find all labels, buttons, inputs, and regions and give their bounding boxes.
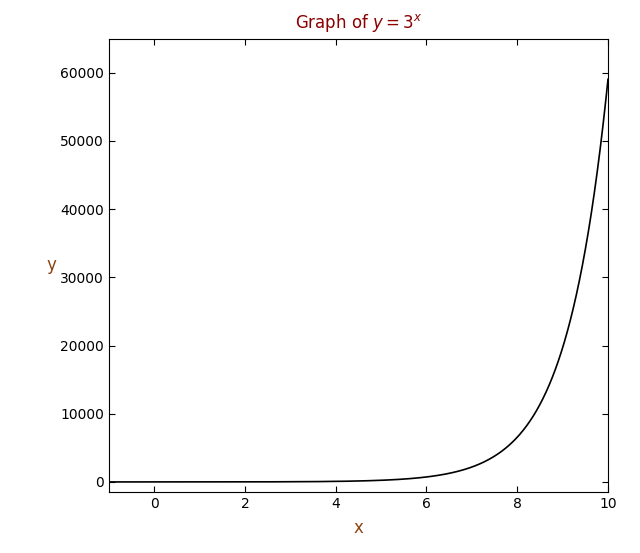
X-axis label: x: x — [353, 519, 364, 538]
Y-axis label: y: y — [47, 257, 57, 274]
Title: Graph of $y = 3^x$: Graph of $y = 3^x$ — [294, 12, 422, 34]
